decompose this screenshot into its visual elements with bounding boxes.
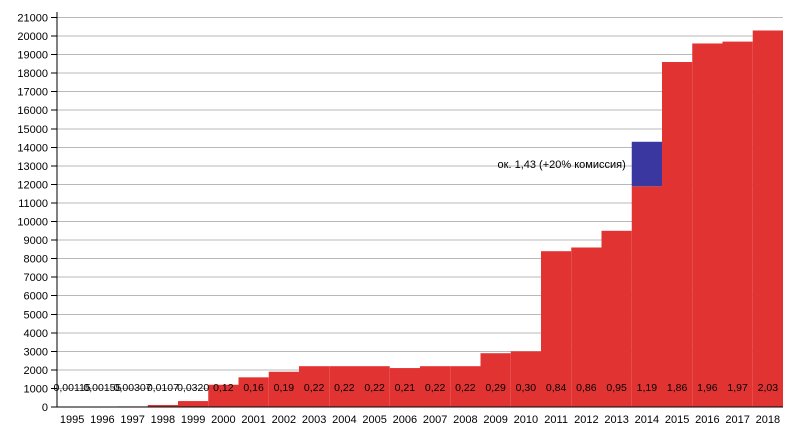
y-axis-tick-label: 0	[42, 402, 48, 414]
y-axis-tick-label: 11000	[18, 198, 48, 210]
bar-value-label: 0,22	[364, 382, 385, 394]
bar-value-label: 0,22	[425, 382, 446, 394]
y-axis-tick-label: 8000	[24, 254, 48, 266]
bar-2017	[722, 41, 753, 407]
x-axis-year-label: 1997	[120, 414, 144, 426]
bar-2000	[208, 384, 239, 407]
x-axis-year-label: 2016	[695, 414, 719, 426]
y-axis-tick-label: 1000	[24, 383, 48, 395]
commission-annotation: ок. 1,43 (+20% комиссия)	[498, 159, 626, 171]
x-axis-year-label: 2010	[514, 414, 538, 426]
y-axis-tick-label: 4000	[24, 328, 48, 340]
x-axis-year-label: 2001	[241, 414, 265, 426]
bar-2018	[752, 30, 783, 407]
bar-value-label: 1,86	[667, 382, 688, 394]
x-axis-year-label: 1996	[90, 414, 114, 426]
x-axis-year-label: 2012	[574, 414, 598, 426]
y-axis-tick-label: 3000	[24, 346, 48, 358]
bar-value-label: 0,0320	[177, 382, 209, 394]
y-axis-tick-label: 2000	[24, 365, 48, 377]
bar-value-label: 0,00115	[54, 382, 91, 394]
y-axis-tick-label: 10000	[17, 217, 48, 229]
x-axis-year-label: 2018	[756, 414, 780, 426]
bar-value-label: 0,19	[274, 382, 295, 394]
bar-2001	[238, 377, 269, 407]
bar-value-label: 0,12	[213, 382, 234, 394]
y-axis-tick-label: 17000	[17, 87, 48, 99]
x-axis-year-label: 2003	[302, 414, 326, 426]
y-axis-tick-label: 5000	[24, 309, 48, 321]
bar-value-label: 0,00307	[114, 382, 152, 394]
bar-value-label: 2,03	[758, 382, 779, 394]
x-axis-year-label: 2005	[362, 414, 386, 426]
bar-value-label: 0,22	[304, 382, 325, 394]
bar-2014	[631, 186, 662, 407]
x-axis-year-label: 2007	[423, 414, 447, 426]
bar-value-label: 1,97	[727, 382, 748, 394]
bar-2004	[329, 366, 360, 407]
x-axis-year-label: 1999	[181, 414, 205, 426]
x-axis-year-label: 2000	[211, 414, 235, 426]
bar-1999	[178, 401, 209, 407]
bar-2011	[541, 251, 572, 407]
bar-2005	[359, 366, 390, 407]
bar-value-label: 0,86	[576, 382, 597, 394]
bar-value-label: 0,0107	[147, 382, 179, 394]
y-axis-tick-label: 13000	[17, 161, 48, 173]
x-axis-year-label: 2013	[604, 414, 628, 426]
bar-1998	[147, 405, 178, 407]
bar-2008	[450, 366, 481, 407]
x-axis-year-label: 2009	[483, 414, 507, 426]
x-axis-year-label: 2011	[544, 414, 568, 426]
y-axis-tick-label: 12000	[17, 179, 48, 191]
bar-2003	[299, 366, 330, 407]
y-axis-tick-label: 20000	[17, 31, 48, 43]
bar-2013	[601, 230, 632, 407]
y-axis-tick-label: 6000	[24, 291, 48, 303]
bar-value-label: 0,16	[243, 382, 264, 394]
y-axis-tick-label: 7000	[24, 272, 48, 284]
x-axis-year-label: 2014	[635, 414, 659, 426]
bar-value-label: 0,29	[485, 382, 506, 394]
bar-value-label: 1,19	[637, 382, 658, 394]
bar-value-label: 0,22	[455, 382, 476, 394]
y-axis-tick-label: 21000	[17, 13, 48, 25]
y-axis-tick-label: 9000	[24, 235, 48, 247]
bar-2010	[510, 351, 541, 407]
y-axis-tick-label: 16000	[17, 105, 48, 117]
x-axis-year-label: 2015	[665, 414, 689, 426]
bar-2006	[389, 368, 420, 407]
y-axis-tick-label: 15000	[17, 124, 48, 136]
bar-2015	[662, 62, 693, 408]
bar-2002	[268, 371, 299, 407]
x-axis-year-label: 1995	[60, 414, 84, 426]
bar-value-label: 0,22	[334, 382, 355, 394]
x-axis-year-label: 2002	[272, 414, 296, 426]
bar-2016	[692, 43, 723, 407]
x-axis-year-label: 2006	[393, 414, 417, 426]
bar-value-label: 1,96	[697, 382, 718, 394]
commission-overlay-bar	[631, 141, 662, 187]
x-axis-year-label: 1998	[151, 414, 175, 426]
bar-2007	[420, 366, 451, 407]
bar-value-label: 0,00155	[83, 382, 121, 394]
bar-value-label: 0,84	[546, 382, 567, 394]
y-axis-tick-label: 18000	[17, 68, 48, 80]
bar-value-label: 0,30	[516, 382, 537, 394]
x-axis-year-label: 2017	[725, 414, 749, 426]
y-axis-tick-label: 19000	[17, 50, 48, 62]
x-axis-year-label: 2004	[332, 414, 356, 426]
bar-value-label: 0,95	[606, 382, 627, 394]
y-axis-tick-label: 14000	[17, 142, 48, 154]
bar-2009	[480, 353, 511, 407]
x-axis-year-label: 2008	[453, 414, 477, 426]
bar-value-label: 0,21	[395, 382, 416, 394]
bar-2012	[571, 247, 602, 407]
